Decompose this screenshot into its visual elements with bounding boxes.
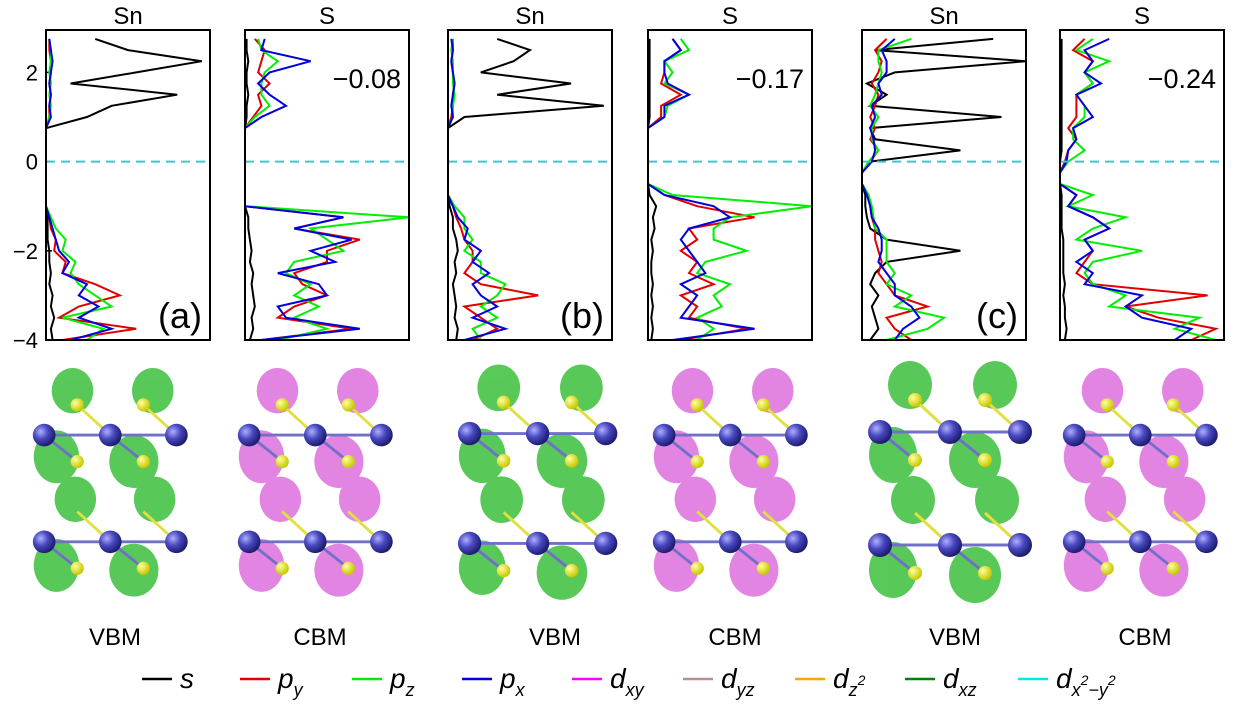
pdos-curve <box>448 39 505 340</box>
panel-title: Sn <box>929 3 958 30</box>
panel-annotation: (b) <box>560 295 604 336</box>
legend-label: s <box>180 663 194 694</box>
image-captions: VBM CBM VBM CBM VBM CBM <box>89 624 1172 651</box>
panel-annotation: (a) <box>158 295 202 336</box>
legend-label-part: xy <box>625 680 645 700</box>
legend-label: dxy <box>610 663 645 700</box>
panel-annotation: (c) <box>976 295 1018 336</box>
cbm-image <box>1063 368 1218 597</box>
pdos-panel: Sn −4 −2 0 2 (a) <box>13 3 210 353</box>
legend-label-part: z <box>405 680 415 700</box>
y-tick-label: −2 <box>13 239 38 264</box>
pdos-curve <box>46 39 136 340</box>
y-tick-label: 2 <box>26 60 38 85</box>
legend-label-part: p <box>389 663 406 694</box>
legend-label-part: p <box>499 663 516 694</box>
legend-label-part: y <box>292 680 304 700</box>
y-tick-label: 0 <box>26 150 38 175</box>
panel-title: S <box>1134 3 1150 30</box>
legend-label: pz <box>389 663 415 700</box>
vbm-image <box>458 365 617 600</box>
figure: VBM CBM VBM CBM VBM CBM Sn −4 −2 0 2 (a) S −0.0… <box>0 0 1260 717</box>
legend-label: dx2−y2 <box>1056 663 1116 700</box>
pdos-curve <box>448 39 538 340</box>
legend-label-part: 2 <box>1080 672 1089 688</box>
legend-label-part: 2 <box>1107 672 1116 688</box>
panel-title: S <box>722 3 738 30</box>
panel-title: Sn <box>113 3 142 30</box>
legend-label-part: d <box>943 663 960 694</box>
legend-label: dyz <box>721 663 755 700</box>
pdos-curve <box>245 39 255 340</box>
legend-label-part: d <box>833 663 850 694</box>
image-caption: VBM <box>929 624 981 651</box>
pdos-panel: S −0.17 <box>648 3 812 340</box>
pdos-curve <box>862 39 944 340</box>
legend-label: dz2 <box>833 663 866 700</box>
legend-label-part: yz <box>735 680 755 700</box>
legend-label-part: d <box>1056 663 1073 694</box>
panel-frame <box>46 30 210 340</box>
pdos-panel: Sn (b) <box>448 3 612 340</box>
image-caption: CBM <box>708 624 761 651</box>
structure-images <box>33 361 1218 603</box>
panel-annotation: −0.24 <box>1148 64 1216 94</box>
cbm-image <box>653 368 808 597</box>
panel-title: S <box>319 3 335 30</box>
image-caption: VBM <box>529 624 581 651</box>
panel-annotation: −0.08 <box>333 64 401 94</box>
legend-label-part: x <box>515 680 526 700</box>
image-caption: CBM <box>293 624 346 651</box>
legend-label-part: s <box>180 663 194 694</box>
legend-label-part: d <box>721 663 738 694</box>
legend-label-part: xz <box>958 680 977 700</box>
panel-title: Sn <box>515 3 544 30</box>
image-caption: VBM <box>89 624 141 651</box>
vbm-image <box>868 361 1032 603</box>
pdos-panel: Sn (c) <box>862 3 1026 340</box>
panel-annotation: −0.17 <box>736 64 804 94</box>
legend-label-part: p <box>277 663 294 694</box>
pdos-panel: S −0.08 <box>245 3 409 340</box>
legend-label-part: z <box>848 680 858 700</box>
pdos-panel: S −0.24 <box>1060 3 1224 340</box>
legend-label: dxz <box>943 663 977 700</box>
image-caption: CBM <box>1118 624 1171 651</box>
legend-label-part: −y <box>1088 680 1109 700</box>
cbm-image <box>238 368 393 597</box>
legend-label-part: 2 <box>857 672 866 688</box>
y-tick-label: −4 <box>13 328 38 353</box>
legend-label-part: d <box>610 663 627 694</box>
legend-label: py <box>277 663 304 700</box>
legend-label: px <box>499 663 526 700</box>
vbm-image <box>33 368 188 597</box>
